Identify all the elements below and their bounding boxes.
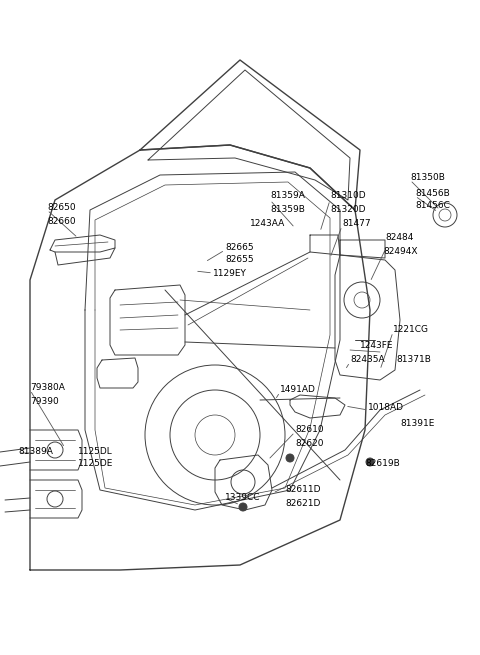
Text: 1243FE: 1243FE (360, 341, 394, 350)
Text: 1125DL: 1125DL (78, 447, 113, 455)
Text: 81359A: 81359A (270, 191, 305, 200)
Text: 81477: 81477 (342, 219, 371, 229)
Text: 1339CC: 1339CC (225, 493, 261, 502)
Text: 79390: 79390 (30, 396, 59, 405)
Text: 1243AA: 1243AA (250, 219, 285, 229)
Circle shape (286, 454, 294, 462)
Text: 81320D: 81320D (330, 204, 365, 214)
Circle shape (366, 458, 374, 466)
Text: 82619B: 82619B (365, 458, 400, 468)
Text: 81310D: 81310D (330, 191, 366, 200)
Text: 81456C: 81456C (415, 202, 450, 210)
Text: 79380A: 79380A (30, 383, 65, 392)
Text: 82650: 82650 (47, 204, 76, 212)
Text: 1129EY: 1129EY (213, 269, 247, 278)
Text: 82621D: 82621D (285, 498, 320, 508)
Text: 82494X: 82494X (383, 246, 418, 255)
Text: 82665: 82665 (225, 242, 253, 252)
Text: 82435A: 82435A (350, 356, 384, 364)
Text: 81371B: 81371B (396, 356, 431, 364)
Text: 81391E: 81391E (400, 419, 434, 428)
Text: 82484: 82484 (385, 233, 413, 242)
Text: 82611D: 82611D (285, 485, 321, 495)
Text: 1018AD: 1018AD (368, 403, 404, 413)
Circle shape (239, 503, 247, 511)
Text: 81359B: 81359B (270, 204, 305, 214)
Text: 82655: 82655 (225, 255, 253, 265)
Text: 1221CG: 1221CG (393, 326, 429, 335)
Text: 81389A: 81389A (18, 447, 53, 455)
Text: 1491AD: 1491AD (280, 386, 316, 394)
Text: 1125DE: 1125DE (78, 460, 113, 468)
Text: 82610: 82610 (295, 426, 324, 434)
Text: 82620: 82620 (295, 438, 324, 447)
Text: 82660: 82660 (47, 217, 76, 225)
Text: 81456B: 81456B (415, 189, 450, 198)
Text: 81350B: 81350B (410, 174, 445, 183)
